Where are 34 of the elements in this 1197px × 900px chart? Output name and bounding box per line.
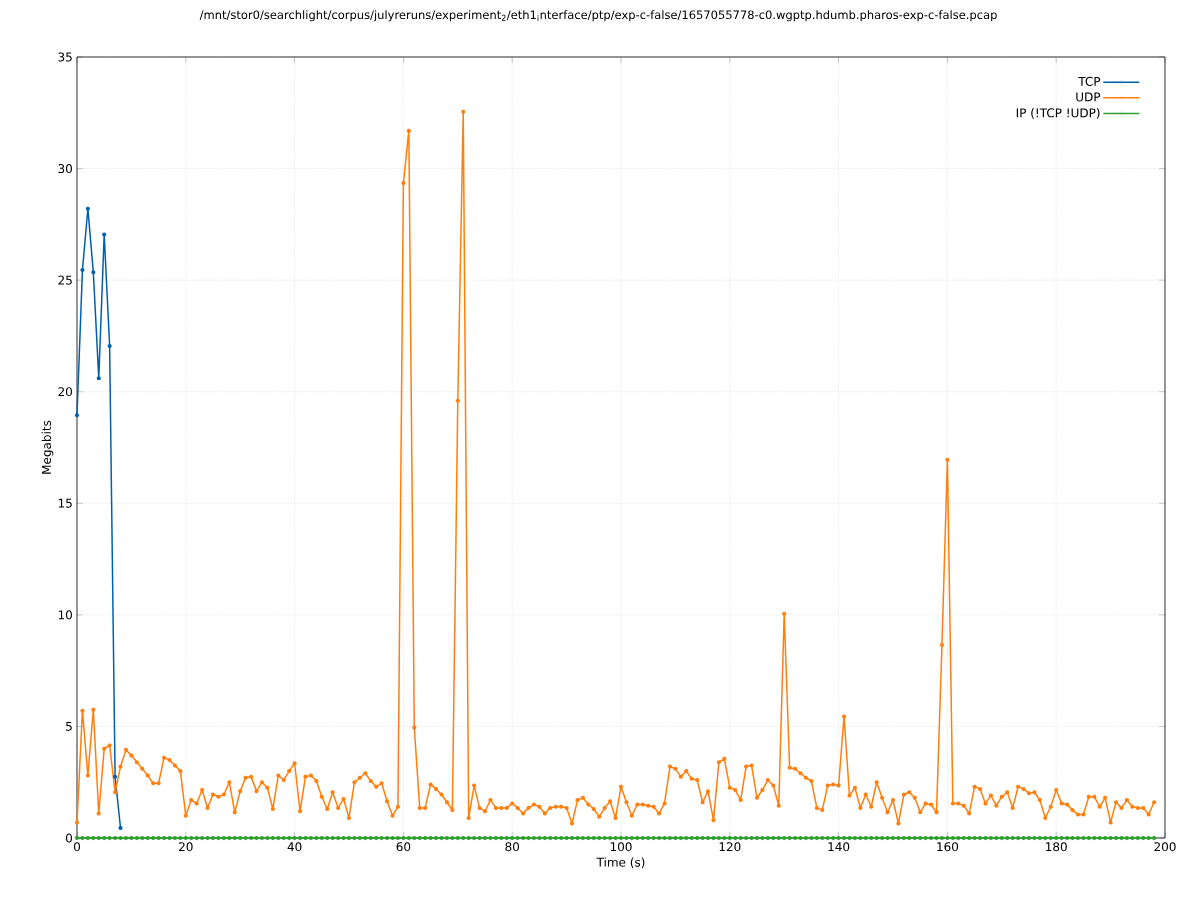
legend-label: TCP (1078, 76, 1101, 86)
point (107, 343, 112, 349)
x-tick-label: 20 (179, 842, 193, 852)
y-tick-label: 35 (58, 52, 72, 62)
point (96, 376, 101, 381)
x-tick-label: 80 (505, 842, 520, 852)
point (74, 413, 80, 418)
y-tick-label: 0 (65, 833, 72, 843)
point (85, 206, 90, 211)
y-tick-label: 5 (66, 721, 72, 731)
x-tick-label: 100 (610, 842, 632, 852)
x-tick-label: 120 (719, 842, 741, 852)
x-tick-label: 200 (1154, 842, 1176, 852)
point (118, 825, 123, 831)
point (91, 270, 96, 275)
point (113, 774, 118, 779)
point (80, 268, 85, 273)
x-tick-label: 140 (828, 842, 850, 852)
x-tick-label: 40 (287, 842, 302, 852)
legend-label: UDP (1076, 92, 1101, 102)
chart-title: /mnt/stor0/searchlight/corpus/julyreruns/experiment$_{2}$/eth1$_{i}$nterface/ptp/exp-c-false/1657055778-c0.wgptp.hdumb.pharos-exp-c-false.pcap (199, 10, 997, 22)
x-axis-title: Time (s) (596, 857, 645, 869)
x-tick-label: 60 (396, 842, 411, 852)
x-tick-label: 180 (1046, 842, 1067, 852)
y-tick-label: 25 (58, 275, 72, 285)
y-tick-label: 15 (58, 498, 72, 508)
point (102, 232, 107, 237)
x-tick-label: 160 (937, 842, 959, 852)
y-axis-title: Megabits (41, 420, 54, 474)
x-tick-label: 0 (73, 842, 81, 852)
y-tick-label: 20 (58, 387, 72, 397)
y-tick-label: 30 (58, 164, 72, 174)
y-tick-label: 10 (58, 610, 72, 620)
legend-label: IP (!TCP !UDP) (1016, 108, 1100, 119)
